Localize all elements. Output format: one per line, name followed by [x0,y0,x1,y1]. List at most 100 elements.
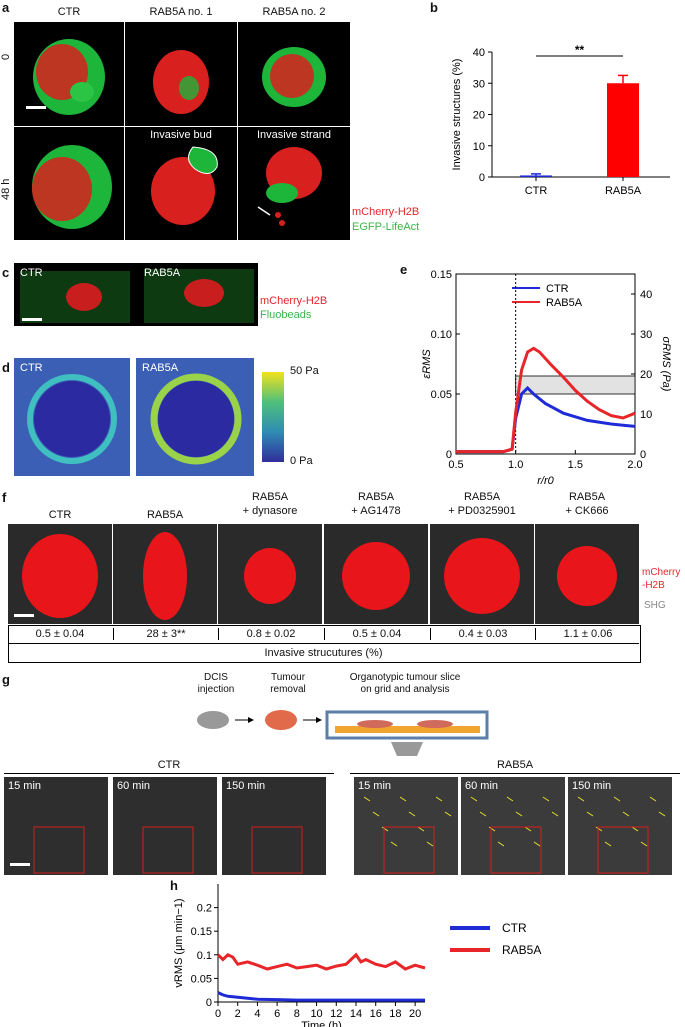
e-ytick-right-label: 30 [640,329,652,341]
g-frame-ctr-60-min: 60 min [113,777,217,875]
micrograph-c-label-rab5a: RAB5A [144,267,181,279]
h-ytick-label: 0 [206,997,212,1009]
f-col-header-1: RAB5A [146,509,184,521]
g-frame-rab5a-15-min: 15 min [354,777,458,875]
legend-f-mcherry: mCherry -H2B [642,567,681,591]
e-ytick-right-label: 10 [640,409,652,421]
panel-a-col-rab5a-1: RAB5A no. 1 [149,6,213,18]
g-frame-time-label: 60 min [465,780,499,792]
colorbar [262,372,284,462]
panel-letter-c: c [2,265,10,280]
f-micrograph-2 [218,524,322,624]
micrograph-a-ctr-0 [14,22,124,126]
h-ytick-label: 0.15 [191,926,212,938]
panel-a-row-48h: 48 h [0,178,12,200]
panel-a-row-0: 0 [0,53,12,60]
g-frame-rab5a-150-min: 150 min [568,777,672,875]
e-frame [455,273,636,455]
e-ytick-right-label: 20 [640,369,652,381]
stress-map-ctr: CTR [14,358,130,476]
legend-c-mcherry: mCherry-H2B [260,295,328,307]
micrograph-a-rab5a2-0 [238,22,350,126]
panel-a-col-rab5a-2: RAB5A no. 2 [262,6,326,18]
e-ytick-left-label: 0.05 [431,389,452,401]
g-group-rab5a: RAB5A [496,759,534,771]
e-series-rab5a [456,346,636,454]
g-frame-time-label: 15 min [358,780,392,792]
panel-letter-f: f [2,490,7,505]
g-frame-time-label: 150 min [226,780,266,792]
e-ylabel-right: σRMS (Pa) [660,337,672,392]
h-xtick-label: 12 [330,1008,342,1020]
h-xtick-label: 6 [274,1008,280,1020]
micrograph-a-rab5a1-48h: Invasive bud [125,127,237,240]
micrograph-a-ctr-48h [14,127,124,240]
schematic-dcis: DCIS injection [197,672,235,695]
e-xlabel: r/r0 [537,475,554,487]
f-micrograph-4 [430,524,534,624]
f-micrograph-1 [113,524,217,624]
micrograph-c: CTR RAB5A [14,263,258,326]
f-value-4: 0.4 ± 0.03 [430,628,535,640]
g-frame-ctr-15-min: 15 min [4,777,108,875]
panel-a-col-ctr: CTR [57,6,81,18]
stress-map-rab5a-label: RAB5A [142,362,179,374]
b-significance-label: ** [575,43,585,57]
e-ytick-left-label: 0.15 [431,269,452,281]
e-ytick-right-label: 40 [640,289,652,301]
mouse-icon [197,711,229,729]
b-ytick-label: 0 [479,172,485,184]
panel-letter-b: b [430,0,438,15]
colorbar-max: 50 Pa [290,365,319,377]
h-xtick-label: 20 [409,1008,421,1020]
panel-letter-a: a [2,0,10,15]
objective-icon [391,742,423,756]
f-micrograph-3 [324,524,428,624]
f-col-header-4: RAB5A + PD0325901 [448,491,516,517]
h-ytick-label: 0.1 [197,950,212,962]
f-value-1: 28 ± 3** [113,628,218,640]
f-table [8,625,641,663]
annotation-invasive-bud: Invasive bud [150,129,212,141]
dish-icon [325,710,489,740]
h-xlabel: Time (h) [301,1020,342,1027]
b-xtick-label: CTR [525,185,548,197]
h-ytick-label: 0.05 [191,973,212,985]
b-ytick-label: 20 [473,110,485,122]
h-xtick-label: 8 [294,1008,300,1020]
colorbar-min: 0 Pa [290,455,313,467]
legend-a-egfp: EGFP-LifeAct [352,221,420,233]
f-value-3: 0.5 ± 0.04 [324,628,429,640]
e-band [515,375,636,395]
stress-map-rab5a: RAB5A [136,358,254,476]
f-value-2: 0.8 ± 0.02 [218,628,323,640]
e-ytick-left-label: 0.10 [431,329,452,341]
tumour-icon [265,710,297,730]
h-xtick-label: 0 [215,1008,221,1020]
h-xtick-label: 2 [235,1008,241,1020]
e-xtick-label: 1.5 [568,459,583,471]
h-xtick-label: 18 [389,1008,401,1020]
panel-letter-h: h [170,878,178,893]
schematic-removal: Tumour removal [270,672,306,695]
schematic-diagram [197,710,489,756]
b-ytick-label: 30 [473,78,485,90]
stress-map-ctr-label: CTR [20,362,43,374]
b-ylabel: Invasive structures (%) [451,59,463,171]
annotation-invasive-strand: Invasive strand [257,129,331,141]
panel-letter-d: d [2,360,10,375]
panel-letter-e: e [400,262,408,277]
f-col-header-2: RAB5A + dynasore [242,491,298,517]
h-legend-label-ctr: CTR [502,921,527,935]
e-ylabel-left: εRMS [421,349,433,379]
e-xtick-label: 0.5 [448,459,463,471]
g-frame-ctr-150-min: 150 min [222,777,326,875]
h-series-ctr [217,991,425,1002]
g-frame-time-label: 15 min [8,780,42,792]
b-xtick-label: RAB5A [605,185,642,197]
micrograph-a-rab5a2-48h: Invasive strand [238,127,350,240]
g-group-rab5a-line [350,773,680,774]
f-col-header-3: RAB5A + AG1478 [351,491,401,517]
schematic-slice: Organotypic tumour slice on grid and ana… [349,672,461,695]
chart-h: 0 0.05 0.1 0.15 0.2 0 2 4 6 8 10 12 14 16 18 20 Time (h)… [173,884,541,1027]
